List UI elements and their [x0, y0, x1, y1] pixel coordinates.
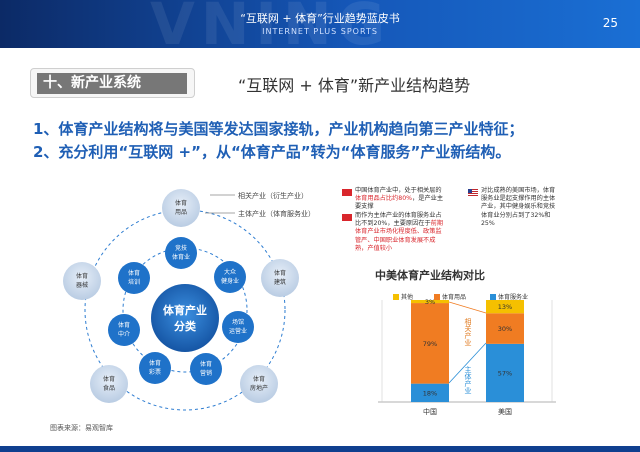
bar-1-1	[486, 313, 524, 344]
inner-node-4: 体育 营销	[190, 353, 222, 385]
inner-ring	[122, 247, 248, 373]
svg-text:体育: 体育	[76, 272, 88, 280]
bar-label-0-1: 79%	[423, 340, 437, 348]
legend-goods: 体育用品	[434, 292, 466, 301]
svg-text:运营业: 运营业	[229, 327, 247, 335]
center-line-1: 体育产业	[163, 303, 207, 317]
chart-title: 中美体育产业结构对比	[375, 269, 485, 282]
svg-text:体育: 体育	[200, 360, 212, 368]
header-watermark: VNING	[150, 0, 392, 48]
svg-text:培训: 培训	[128, 278, 140, 286]
bar-1-2	[486, 343, 524, 402]
page-number: 25	[602, 16, 618, 30]
bar-label-1-1: 30%	[498, 325, 512, 333]
svg-text:用品: 用品	[175, 209, 187, 216]
inner-node-5: 体育 彩票	[139, 352, 171, 384]
outer-node-5: 体育 器械	[63, 262, 101, 300]
legend-swatch-goods	[434, 294, 440, 300]
inner-node-7: 体育 培训	[118, 262, 150, 294]
lead-point-1: 1、体育产业结构将与美国等发达国家接轨，产业机构趋向第三产业特征；	[33, 120, 524, 138]
svg-text:食品: 食品	[103, 384, 115, 392]
inner-node-6: 体育 中介	[108, 314, 140, 346]
header-subtitle: INTERNET PLUS SPORTS	[262, 27, 378, 36]
center-node	[151, 284, 219, 352]
legend-service: 体育服务业	[490, 292, 528, 301]
header-bar: VNING “互联网 + 体育”行业趋势蓝皮书 INTERNET PLUS SP…	[0, 0, 640, 48]
svg-text:彩票: 彩票	[149, 368, 161, 376]
usa-note: 对比成熟的美国市场，体育 服务业是起支撑作用的主体 产业，其中健身娱乐和竞技 体…	[481, 187, 556, 227]
bar-0-1	[411, 303, 449, 384]
annotation-main: 主体产业	[464, 365, 472, 394]
source-note: 图表来源：易观智库	[50, 424, 113, 432]
legend-swatch-service	[490, 294, 496, 300]
svg-text:器械: 器械	[76, 281, 88, 289]
legend-related-industry: 相关产业（衍生产业）	[238, 191, 308, 200]
outer-node-4: 体育 食品	[90, 365, 128, 403]
inner-node-3: 场馆 运营业	[222, 311, 254, 343]
header-title: “互联网 + 体育”行业趋势蓝皮书	[240, 12, 400, 25]
svg-text:体育业: 体育业	[172, 253, 190, 261]
category-label-china: 中国	[423, 407, 437, 416]
outer-node-3: 体育 房地产	[240, 365, 278, 403]
inner-node-2: 大众 健身业	[214, 261, 246, 293]
bar-0-2	[411, 383, 449, 402]
svg-text:大众: 大众	[224, 268, 236, 276]
inner-node-1: 竞技 体育业	[165, 237, 197, 269]
svg-text:体育: 体育	[274, 269, 286, 277]
china-flag-icon	[342, 189, 352, 196]
outer-node-2: 体育 建筑	[261, 259, 299, 297]
svg-text:场馆: 场馆	[232, 318, 244, 326]
svg-text:体育: 体育	[149, 359, 161, 367]
outer-ring	[84, 209, 286, 411]
bar-label-1-2: 57%	[498, 369, 512, 377]
section-label: 十、新产业系统	[37, 73, 187, 94]
svg-text:建筑: 建筑	[274, 278, 286, 286]
bar-label-0-2: 18%	[423, 389, 437, 397]
china-note-2: 而作为主体产业的体育服务业占 比不到20%，主要原因在于前期 体育产业市场化程度…	[355, 212, 444, 252]
legend-other: 其他	[393, 292, 413, 301]
bar-label-1-0: 13%	[498, 303, 512, 311]
connector-line-service	[448, 342, 487, 384]
svg-text:健身业: 健身业	[221, 277, 239, 285]
china-note: 中国体育产业中，处于相关层的 体育用品占比约80%，是产业主 要支撑	[355, 187, 444, 211]
bar-1-0	[486, 300, 524, 314]
svg-text:体育: 体育	[253, 375, 265, 383]
slide-title: “互联网 + 体育”新产业结构趋势	[238, 76, 471, 95]
annotation-related: 相关产业	[464, 317, 472, 346]
connector-line-goods	[448, 301, 487, 314]
svg-text:体育: 体育	[103, 375, 115, 383]
section-label-box: 十、新产业系统	[30, 68, 195, 98]
footer-bar	[0, 446, 640, 452]
svg-text:体育: 体育	[175, 199, 187, 207]
svg-text:体育: 体育	[118, 321, 130, 329]
lead-point-2: 2、充分利用“互联网 +”，从“体育产品”转为“体育服务”产业新结构。	[33, 143, 511, 161]
usa-flag-icon	[468, 189, 478, 196]
legend-main-industry: 主体产业（体育服务业）	[238, 209, 315, 218]
svg-text:体育: 体育	[128, 269, 140, 277]
svg-text:竞技: 竞技	[175, 244, 187, 252]
legend-swatch-other	[393, 294, 399, 300]
svg-text:营销: 营销	[200, 369, 212, 377]
category-label-usa: 美国	[498, 407, 512, 416]
svg-text:中介: 中介	[118, 330, 130, 338]
outer-node-1: 体育 用品	[162, 189, 200, 227]
center-line-2: 分类	[174, 319, 197, 333]
china-flag-icon-2	[342, 214, 352, 221]
svg-text:房地产: 房地产	[250, 384, 268, 392]
